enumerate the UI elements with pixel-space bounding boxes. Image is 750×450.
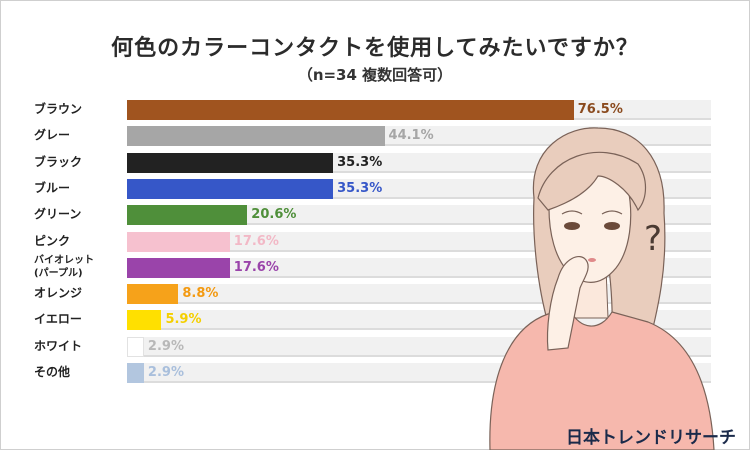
bar-8 (127, 310, 162, 331)
left-eye (564, 222, 580, 230)
bar-9 (127, 336, 144, 357)
brand-logo: 日本トレンドリサーチ (566, 428, 736, 448)
value-label: 2.9% (147, 338, 184, 354)
value-label: 17.6% (233, 259, 279, 275)
value-label: 76.5% (577, 102, 623, 117)
bar-5 (127, 231, 230, 252)
value-label: 17.6% (233, 233, 279, 249)
category-label: バイオレット (パープル) (34, 254, 94, 279)
category-label: ピンク (34, 233, 71, 248)
bar-7 (127, 284, 179, 305)
mouth (588, 258, 596, 262)
category-label: ブラック (34, 154, 83, 169)
category-label: オレンジ (34, 286, 83, 301)
chart-title: 何色のカラーコンタクトを使用してみたいですか？ (111, 36, 639, 61)
category-label: イエロー (34, 312, 82, 327)
value-label: 35.3% (337, 154, 383, 170)
category-label: ブラウン (34, 102, 83, 116)
bar-4 (127, 205, 248, 226)
value-label: 5.9% (165, 312, 202, 328)
chart-subtitle: （n=34 複数回答可） (297, 66, 453, 84)
bar-0 (127, 100, 574, 120)
category-label: グリーン (34, 207, 82, 222)
bar-1 (127, 126, 385, 147)
hair-bangs (537, 151, 647, 212)
left-brow (561, 210, 583, 215)
value-label: 35.3% (337, 180, 383, 196)
thinking-woman-illustration: ? (489, 127, 715, 450)
value-label: 20.6% (251, 207, 297, 223)
category-label: その他 (34, 365, 71, 379)
bar-2 (127, 152, 334, 173)
value-label: 44.1% (388, 128, 434, 144)
hand (546, 256, 589, 351)
right-brow (601, 210, 623, 215)
shirt (489, 309, 715, 450)
category-label: ホワイト (34, 338, 83, 353)
bar-3 (127, 178, 334, 199)
right-eye (604, 222, 620, 230)
category-label: グレー (34, 128, 71, 143)
value-label: 8.8% (182, 286, 219, 302)
question-mark-icon: ? (644, 219, 662, 259)
bar-6 (127, 257, 230, 278)
category-label: ブルー (34, 180, 71, 195)
bar-10 (127, 363, 144, 383)
value-label: 2.9% (147, 365, 184, 380)
